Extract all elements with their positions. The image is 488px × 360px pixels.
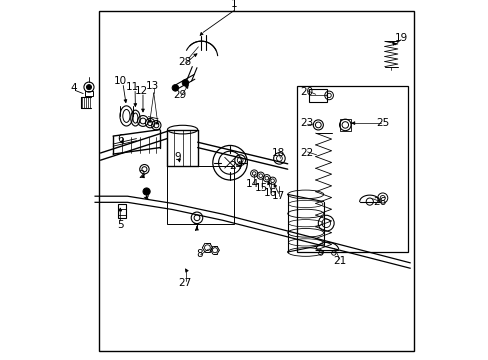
Text: 27: 27 bbox=[178, 278, 191, 288]
Circle shape bbox=[142, 188, 150, 195]
Text: 24: 24 bbox=[228, 161, 242, 171]
Text: 7: 7 bbox=[192, 222, 199, 233]
Text: 4: 4 bbox=[70, 83, 77, 93]
Text: 25: 25 bbox=[376, 118, 389, 128]
Text: 14: 14 bbox=[245, 179, 259, 189]
Text: 11: 11 bbox=[126, 82, 139, 92]
Text: 1: 1 bbox=[230, 0, 237, 9]
Bar bbox=[99, 11, 413, 351]
Text: 23: 23 bbox=[299, 118, 312, 128]
Bar bbox=[85, 91, 93, 96]
Text: 15: 15 bbox=[255, 183, 268, 193]
Text: 18: 18 bbox=[271, 148, 285, 158]
Text: 3: 3 bbox=[142, 190, 148, 200]
Text: 9: 9 bbox=[174, 152, 181, 162]
Text: 2: 2 bbox=[138, 170, 145, 180]
Text: 6: 6 bbox=[117, 134, 123, 144]
Text: 19: 19 bbox=[394, 33, 407, 43]
Bar bbox=[339, 119, 350, 131]
Text: 21: 21 bbox=[333, 256, 346, 266]
Text: 22: 22 bbox=[299, 148, 312, 158]
Bar bbox=[167, 166, 233, 224]
Circle shape bbox=[86, 85, 91, 90]
Text: 12: 12 bbox=[135, 86, 148, 96]
Circle shape bbox=[182, 80, 188, 86]
Circle shape bbox=[172, 85, 178, 91]
Text: 8: 8 bbox=[196, 249, 203, 259]
Text: 29: 29 bbox=[173, 90, 186, 100]
Bar bbox=[309, 89, 326, 102]
Text: 10: 10 bbox=[114, 76, 126, 86]
Text: 17: 17 bbox=[271, 191, 285, 201]
Bar bbox=[118, 204, 125, 218]
Text: 26: 26 bbox=[372, 197, 386, 207]
Text: 13: 13 bbox=[146, 81, 159, 91]
Bar bbox=[296, 86, 407, 252]
Text: 28: 28 bbox=[178, 57, 191, 67]
Text: 5: 5 bbox=[117, 220, 123, 230]
Text: 16: 16 bbox=[264, 188, 277, 198]
Text: 20: 20 bbox=[299, 87, 312, 97]
